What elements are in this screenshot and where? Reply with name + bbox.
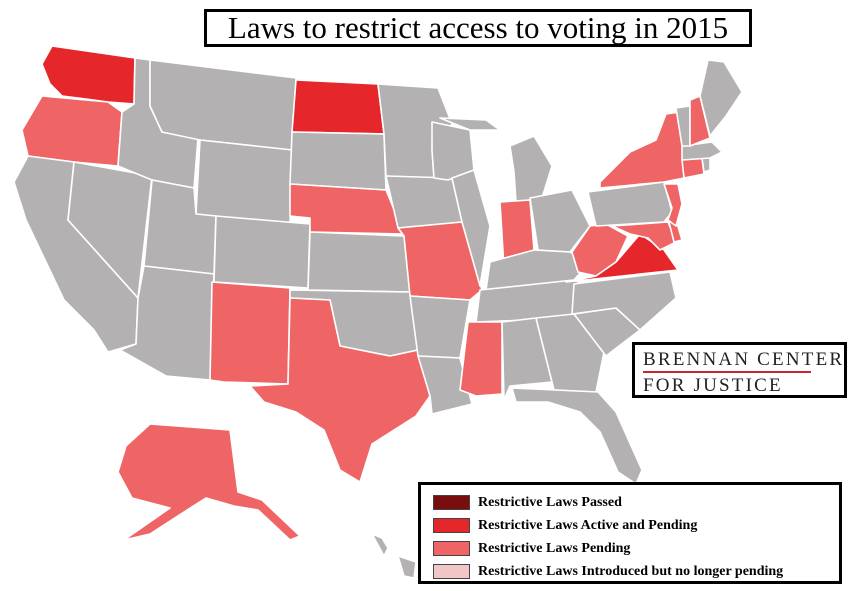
- state-nd: [291, 79, 385, 135]
- state-il: [451, 169, 491, 287]
- state-co: [213, 215, 311, 289]
- state-wa: [41, 45, 136, 105]
- brand-line-1: BRENNAN CENTER: [643, 349, 845, 370]
- state-al: [501, 317, 553, 401]
- state-tx: [249, 297, 431, 483]
- legend-item: Restrictive Laws Introduced but no longe…: [433, 560, 831, 583]
- state-wi: [431, 121, 475, 181]
- legend-label: Restrictive Laws Passed: [478, 494, 622, 510]
- state-wy: [195, 139, 293, 225]
- state-ct: [681, 157, 705, 179]
- state-ks: [307, 231, 411, 293]
- state-ga: [535, 313, 605, 393]
- state-nj: [663, 183, 683, 227]
- state-ms: [459, 321, 503, 397]
- legend: Restrictive Laws Passed Restrictive Laws…: [418, 482, 842, 584]
- legend-label: Restrictive Laws Pending: [478, 540, 631, 556]
- map-title: Laws to restrict access to voting in 201…: [227, 10, 729, 45]
- state-ak: [117, 423, 301, 541]
- state-fl: [511, 387, 643, 485]
- state-nc: [571, 271, 677, 331]
- state-ma: [681, 141, 723, 161]
- legend-swatch: [433, 495, 470, 510]
- legend-label: Restrictive Laws Introduced but no longe…: [478, 563, 784, 579]
- state-la: [417, 355, 473, 415]
- state-ia: [385, 175, 463, 229]
- legend-swatch: [433, 541, 470, 556]
- brand-line-2: FOR JUSTICE: [643, 375, 783, 396]
- state-oh: [529, 189, 591, 253]
- brennan-center-logo: BRENNAN CENTER FOR JUSTICE: [632, 342, 847, 398]
- legend-item: Restrictive Laws Active and Pending: [433, 514, 831, 537]
- state-or: [21, 95, 123, 167]
- legend-item: Restrictive Laws Passed: [433, 491, 831, 514]
- state-md: [611, 221, 677, 251]
- state-nh: [689, 95, 711, 147]
- state-nm: [209, 281, 291, 385]
- legend-swatch: [433, 518, 470, 533]
- map-title-box: Laws to restrict access to voting in 201…: [204, 9, 752, 47]
- state-ar: [409, 295, 471, 359]
- state-sd: [289, 131, 387, 191]
- state-ny: [599, 111, 687, 189]
- state-ri: [701, 157, 711, 173]
- legend-label: Restrictive Laws Active and Pending: [478, 517, 698, 533]
- state-hi: [371, 533, 417, 579]
- state-me: [699, 59, 743, 137]
- brand-divider: [643, 371, 811, 373]
- legend-item: Restrictive Laws Pending: [433, 537, 831, 560]
- legend-swatch: [433, 564, 470, 579]
